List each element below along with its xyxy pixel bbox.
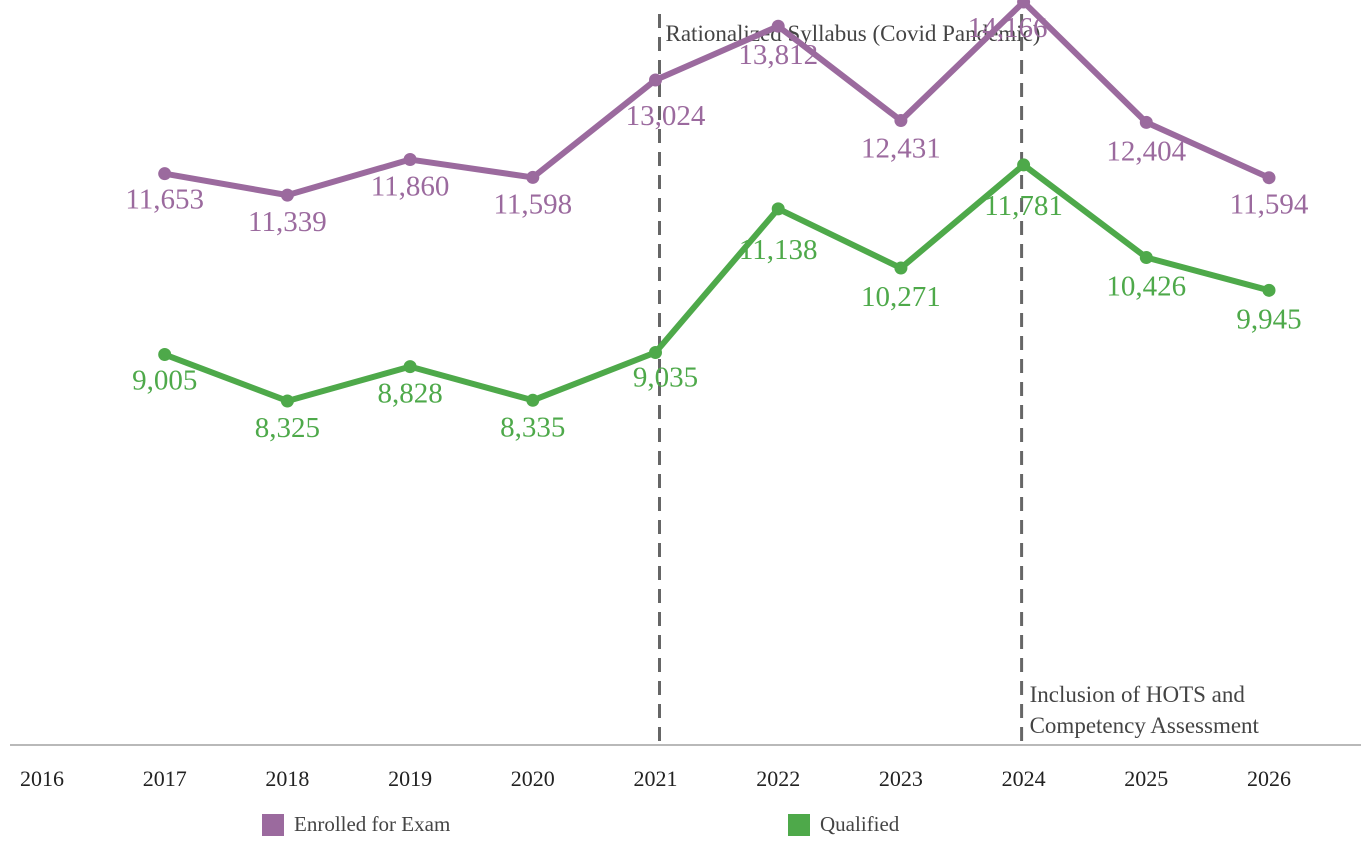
data-label-qualified-2018: 8,325 xyxy=(255,412,320,444)
data-label-enrolled-2019: 11,860 xyxy=(371,171,450,203)
annotation-text-covid: Rationalized Syllabus (Covid Pandemic) xyxy=(666,21,1041,46)
legend-swatch-enrolled xyxy=(262,813,284,836)
data-point-enrolled-2025 xyxy=(1139,115,1153,129)
x-tick-label-2016: 2016 xyxy=(20,766,64,791)
series-line-enrolled xyxy=(161,0,1272,199)
data-label-qualified-2024: 11,781 xyxy=(984,190,1063,222)
legend-item-enrolled: Enrolled for Exam xyxy=(262,812,450,837)
data-point-enrolled-2021 xyxy=(649,73,662,87)
x-tick-label-2022: 2022 xyxy=(756,766,800,791)
x-tick-label-2024: 2024 xyxy=(1002,766,1046,791)
x-tick-label-2017: 2017 xyxy=(143,766,187,791)
data-point-qualified-2019 xyxy=(403,360,417,374)
x-tick-label-2025: 2025 xyxy=(1124,766,1168,791)
data-point-qualified-2023 xyxy=(894,261,908,275)
series-line-qualified xyxy=(161,161,1272,404)
data-point-qualified-2020 xyxy=(526,393,540,407)
data-point-enrolled-2023 xyxy=(894,114,908,128)
data-label-enrolled-2026: 11,594 xyxy=(1230,189,1309,221)
data-point-enrolled-2018 xyxy=(280,188,294,202)
legend-label-qualified: Qualified xyxy=(820,812,900,836)
legend-item-qualified: Qualified xyxy=(788,812,899,837)
data-point-enrolled-2022 xyxy=(771,19,785,33)
data-label-enrolled-2022: 13,812 xyxy=(738,39,818,71)
data-point-enrolled-2020 xyxy=(526,170,540,184)
legend-swatch-qualified xyxy=(788,813,810,836)
data-point-enrolled-2019 xyxy=(403,153,417,167)
x-tick-label-2020: 2020 xyxy=(511,766,555,791)
data-label-enrolled-2021: 13,024 xyxy=(626,100,706,132)
x-tick-label-2023: 2023 xyxy=(879,766,923,791)
data-point-qualified-2022 xyxy=(771,202,785,216)
data-label-qualified-2021: 9,035 xyxy=(633,361,698,393)
data-label-enrolled-2017: 11,653 xyxy=(125,184,204,216)
data-point-enrolled-2017 xyxy=(158,167,172,181)
x-tick-label-2018: 2018 xyxy=(265,766,309,791)
x-tick-label-2021: 2021 xyxy=(634,766,678,791)
data-label-qualified-2026: 9,945 xyxy=(1236,303,1301,335)
annotation-text-hots-line-1: Inclusion of HOTS and xyxy=(1030,682,1246,707)
data-label-qualified-2017: 9,005 xyxy=(132,365,197,397)
data-point-qualified-2025 xyxy=(1139,250,1153,264)
data-point-qualified-2017 xyxy=(158,348,172,362)
data-point-qualified-2018 xyxy=(280,394,294,408)
data-point-qualified-2024 xyxy=(1017,158,1031,172)
x-tick-label-2026: 2026 xyxy=(1247,766,1291,791)
data-label-enrolled-2023: 12,431 xyxy=(861,133,941,165)
data-label-qualified-2022: 11,138 xyxy=(739,234,818,266)
x-tick-label-2019: 2019 xyxy=(388,766,432,791)
annotation-text-hots-line-2: Competency Assessment xyxy=(1030,713,1260,738)
data-point-enrolled-2024 xyxy=(1017,0,1031,9)
data-label-qualified-2023: 10,271 xyxy=(861,281,941,313)
data-label-qualified-2025: 10,426 xyxy=(1106,270,1186,302)
data-label-enrolled-2025: 12,404 xyxy=(1106,135,1186,167)
data-point-enrolled-2026 xyxy=(1262,171,1276,185)
data-label-enrolled-2018: 11,339 xyxy=(248,206,327,238)
data-point-qualified-2021 xyxy=(649,345,662,359)
data-label-enrolled-2024: 14,166 xyxy=(968,12,1048,44)
data-label-qualified-2019: 8,828 xyxy=(377,378,442,410)
data-label-enrolled-2020: 11,598 xyxy=(493,188,572,220)
legend-label-enrolled: Enrolled for Exam xyxy=(294,812,451,836)
data-point-qualified-2026 xyxy=(1262,283,1276,297)
data-label-qualified-2020: 8,335 xyxy=(500,411,565,443)
